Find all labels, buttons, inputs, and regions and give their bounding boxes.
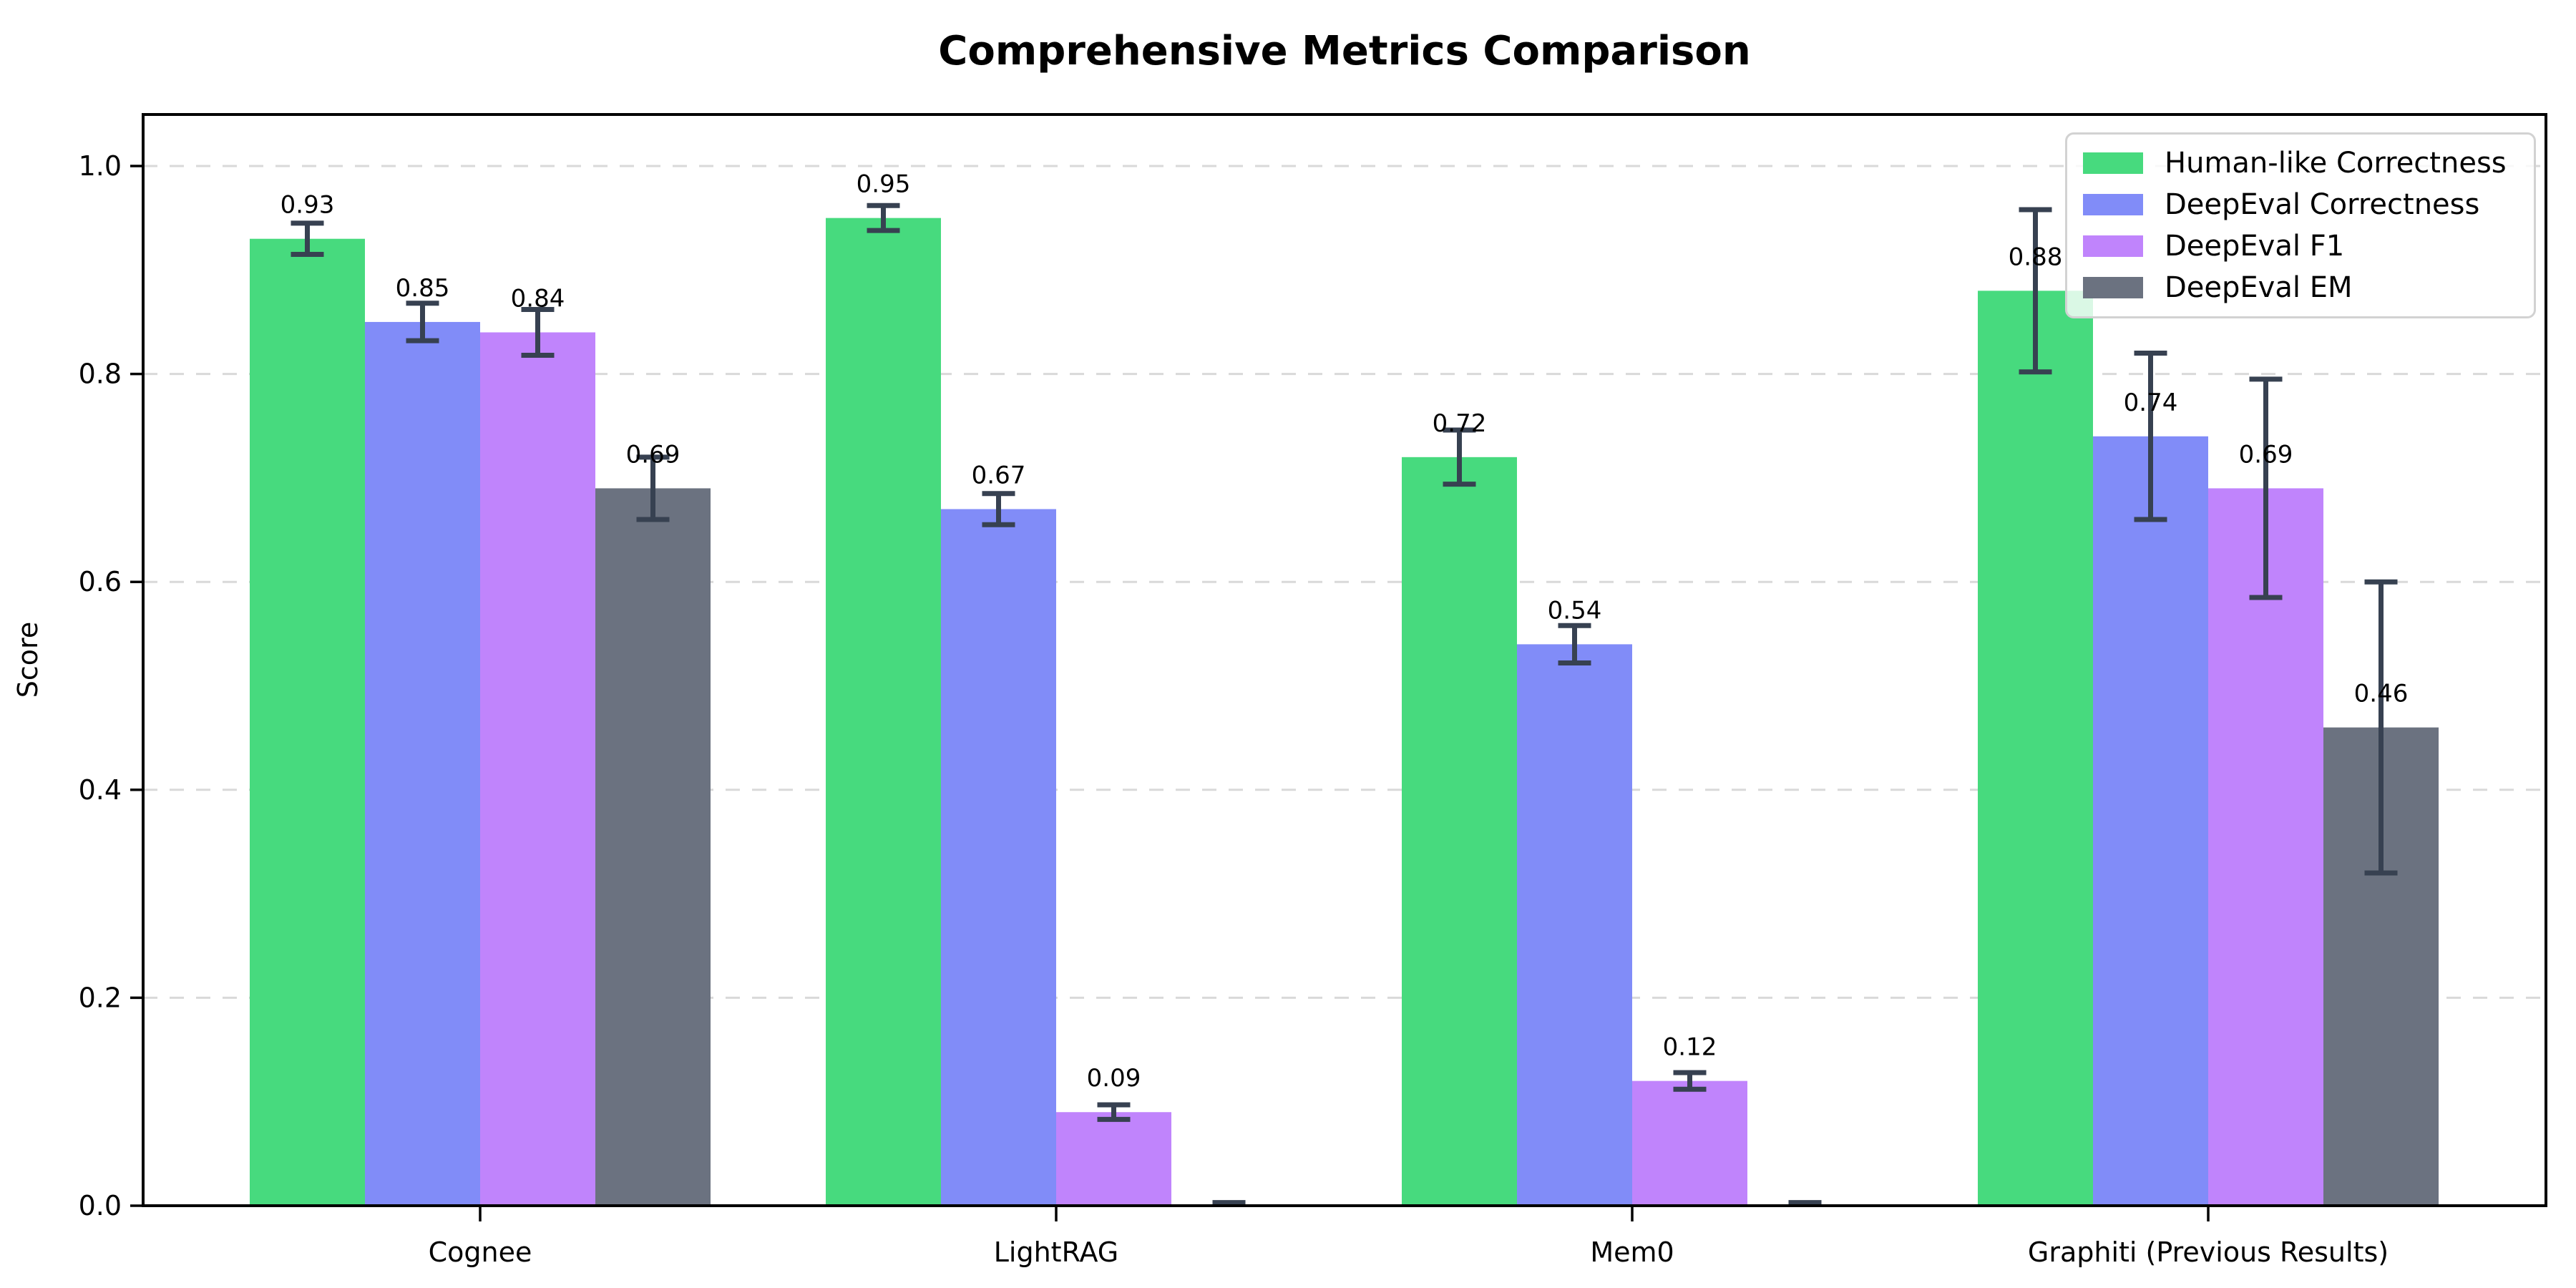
legend-item-label: DeepEval EM: [2165, 271, 2353, 304]
x-tick-label: Mem0: [1590, 1236, 1674, 1268]
bar: [1632, 1080, 1747, 1206]
bar-value-label: 0.85: [396, 274, 450, 303]
bar: [250, 238, 365, 1206]
bar: [1517, 644, 1632, 1206]
x-tick-label: Graphiti (Previous Results): [2028, 1236, 2389, 1268]
bar-value-label: 0.69: [2239, 440, 2293, 469]
bars-layer: [250, 218, 2439, 1206]
bar-value-label: 0.69: [626, 440, 680, 469]
legend-item-label: Human-like Correctness: [2165, 147, 2507, 180]
y-tick-label: 1.0: [79, 150, 122, 182]
y-tick-label: 0.8: [79, 358, 122, 390]
bar: [1978, 291, 2093, 1206]
legend-item: DeepEval EM: [2083, 273, 2518, 302]
bar: [826, 218, 941, 1206]
bar-value-label: 0.09: [1087, 1064, 1141, 1093]
bar-value-label: 0.12: [1663, 1033, 1717, 1062]
legend-swatch: [2083, 194, 2143, 215]
bar-value-label: 0.95: [857, 170, 911, 199]
legend-item-label: DeepEval F1: [2165, 230, 2345, 263]
bar: [1056, 1112, 1171, 1206]
bar: [2093, 436, 2208, 1206]
y-axis-label: Score: [12, 622, 44, 698]
bar: [480, 332, 595, 1206]
y-tick-label: 0.2: [79, 982, 122, 1013]
legend-item: DeepEval Correctness: [2083, 190, 2518, 219]
error-bars-layer: [291, 203, 2398, 1206]
value-labels-layer: 0.93 0.95 0.72 0.88 0.85 0.67 0.54 0.74 0.84 0.09…: [280, 170, 2409, 1093]
bar: [595, 488, 711, 1206]
y-tick-label: 0.4: [79, 774, 122, 806]
plot-frame: [142, 113, 2547, 1207]
bar: [941, 509, 1056, 1206]
bar-value-label: 0.93: [280, 191, 335, 220]
x-tick-label: Cognee: [429, 1236, 532, 1268]
bar-value-label: 0.88: [2009, 243, 2063, 271]
legend-item: DeepEval F1: [2083, 232, 2518, 260]
y-tick-label: 0.0: [79, 1190, 122, 1221]
axes-layer: 0.0 0.2 0.4 0.6 0.8 1.0 Cognee LightRAG Mem0 Grap…: [79, 113, 2547, 1268]
legend-swatch: [2083, 277, 2143, 298]
bar: [365, 321, 480, 1206]
legend-item-label: DeepEval Correctness: [2165, 188, 2480, 221]
y-tick-label: 0.6: [79, 566, 122, 597]
chart-title: Comprehensive Metrics Comparison: [938, 28, 1750, 74]
bar: [2208, 488, 2323, 1206]
legend-item: Human-like Correctness: [2083, 149, 2518, 177]
bar: [1402, 457, 1517, 1206]
legend-box: Human-like Correctness DeepEval Correctne…: [2065, 132, 2536, 318]
bar-value-label: 0.46: [2354, 680, 2409, 708]
legend-swatch: [2083, 152, 2143, 174]
bar-value-label: 0.54: [1548, 596, 1602, 625]
bar-value-label: 0.74: [2124, 389, 2178, 417]
bar-value-label: 0.67: [972, 461, 1026, 489]
bar-value-label: 0.72: [1433, 409, 1487, 438]
bar-value-label: 0.84: [511, 284, 565, 313]
legend-swatch: [2083, 235, 2143, 257]
x-tick-label: LightRAG: [994, 1236, 1118, 1268]
